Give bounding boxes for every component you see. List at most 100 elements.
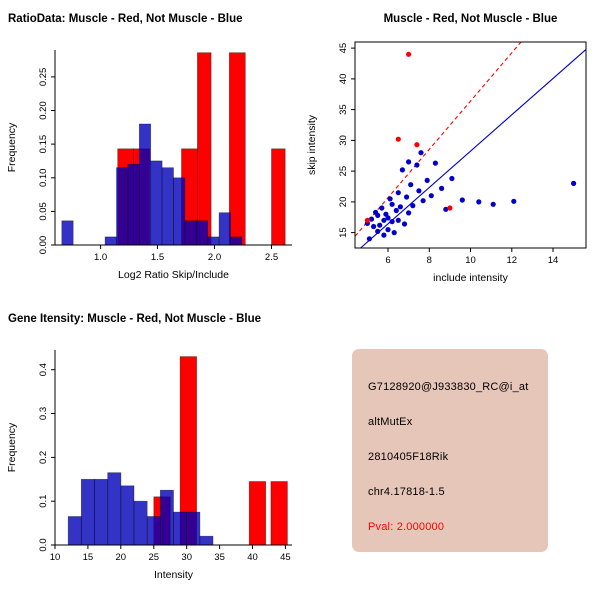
scatter-point [395,217,401,223]
scatter-point [571,180,577,186]
scatter-point [408,182,414,188]
y-tick-label: 0.15 [38,135,49,154]
x-tick-label: 10 [465,255,476,266]
fit-line [354,41,522,237]
histogram-bar [173,511,188,546]
histogram-bar [138,123,152,246]
probe-id-text: G7128920@J933830_RC@i_at [368,381,529,393]
scatter-point [387,196,393,202]
histogram-bar [150,160,163,246]
scatter-point [447,205,453,211]
y-tick-label: 35 [338,104,349,115]
y-axis-label: Frequency [6,422,18,472]
histogram-bar [207,236,220,246]
y-axis-label: skip intensity [306,114,318,175]
x-tick-label: 40 [247,552,258,563]
histogram-bar [228,52,246,246]
x-tick-label: 12 [507,255,518,266]
intensity-scatter-chart: 6 8 10 12 14 15 20 25 30 35 40 45 include intensity s… [306,13,587,284]
histogram-bar [230,236,243,246]
gene-intensity-histogram-chart: 10 15 20 25 30 35 40 45 0.0 0.1 0.2 0.3 0.4 Intensity… [6,313,292,581]
x-tick-label: 2.0 [208,252,221,263]
histogram-bar [120,485,135,546]
x-tick-label: 45 [280,552,291,563]
scatter-point [381,232,387,238]
scatter-point [371,223,377,230]
scatter-point [377,222,383,228]
scatter-point [490,201,496,207]
x-tick-label: 30 [181,552,192,563]
locus-text: chr4.17818-1.5 [368,486,445,498]
histogram-bar [184,220,197,246]
y-axis-label: Frequency [6,122,18,172]
intensity-scatter-panel: 6 8 10 12 14 15 20 25 30 35 40 45 include intensity s… [300,0,600,300]
scatter-point [459,197,465,203]
histogram-bar [195,220,209,246]
scatter-point [366,236,372,242]
scatter-point [404,194,410,200]
x-tick-label: 10 [50,552,61,563]
histogram-bar [197,52,212,246]
scatter-point [406,159,412,165]
histogram-bar [218,212,231,246]
scatter-point [391,230,397,236]
histogram-bar [133,500,148,546]
scatter-point [476,199,482,205]
scatter-point [395,136,401,142]
ratio-histogram-chart: 1.0 1.5 2.0 2.5 0.00 0.05 0.10 0.15 0.20 0.25 Log2… [6,13,292,281]
y-tick-label: 0.25 [38,68,49,87]
scatter-point [364,217,370,223]
x-axis-label: Intensity [154,569,194,581]
histogram-bar [146,516,161,546]
x-tick-label: 1.5 [151,252,164,263]
scatter-point [443,206,449,212]
histogram-bar [61,220,74,246]
histogram-bar [199,535,214,546]
scatter-point [375,228,381,234]
annotation-panel: G7128920@J933830_RC@i_at altMutEx 281040… [300,300,600,600]
chart-title: RatioData: Muscle - Red, Not Muscle - Bl… [8,13,243,25]
scatter-point [399,167,405,173]
info-box: G7128920@J933830_RC@i_at altMutEx 281040… [352,349,548,552]
gene-intensity-histogram-panel: 10 15 20 25 30 35 40 45 0.0 0.1 0.2 0.3 0.4 Intensity… [0,300,300,600]
scatter-point [385,227,391,233]
pval-text: Pval: 2.000000 [368,521,445,533]
histogram-bar [67,516,82,546]
scatter-point [395,190,401,196]
y-tick-label: 0.20 [38,101,49,120]
histogram-bar [161,167,174,246]
histogram-bar [270,481,288,546]
y-tick-label: 0.05 [38,202,49,221]
histogram-bar [271,148,286,246]
event-type-text: altMutEx [368,416,413,428]
y-tick-label: 0.4 [38,363,49,376]
x-tick-label: 1.0 [94,252,107,263]
y-tick-label: 0.1 [38,495,49,508]
histogram-bar [80,478,95,546]
y-tick-label: 25 [338,166,349,177]
chart-title: Gene Itensity: Muscle - Red, Not Muscle … [8,313,261,325]
histogram-bar [116,167,129,246]
scatter-point [381,217,387,223]
scatter-point [379,205,385,211]
y-tick-label: 45 [338,43,349,54]
histogram-bar [248,481,267,546]
ratio-histogram-panel: 1.0 1.5 2.0 2.5 0.00 0.05 0.10 0.15 0.20 0.25 Log2… [0,0,300,300]
scatter-point [410,203,416,209]
y-tick-label: 40 [338,74,349,85]
scatter-point [416,188,422,194]
histogram-bar [186,511,201,546]
scatter-point [401,221,408,227]
scatter-point [406,210,412,216]
y-tick-label: 20 [338,197,349,208]
fit-line [360,48,587,249]
y-tick-label: 15 [338,227,349,238]
y-tick-label: 0.2 [38,451,49,464]
histogram-bar [94,478,109,546]
x-tick-label: 35 [214,552,225,563]
scatter-point [439,185,445,191]
histogram-bar [107,472,122,546]
chart-title: Muscle - Red, Not Muscle - Blue [384,13,558,25]
y-tick-label: 0.3 [38,407,49,420]
scatter-point [511,198,517,204]
